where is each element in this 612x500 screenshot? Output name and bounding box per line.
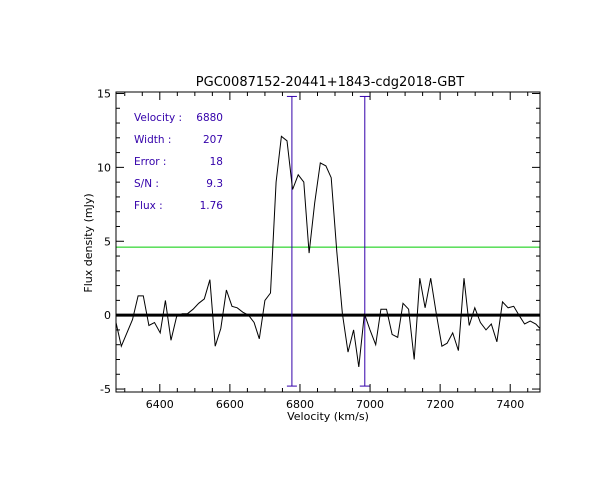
axes: 6400 6600 6800 7000 7200 7400 -5 0 5 10 15: [97, 87, 541, 411]
annotation-value: 18: [210, 156, 223, 168]
series-group: [115, 135, 541, 367]
x-tick-label: 6400: [146, 398, 174, 411]
chart-title: PGC0087152-20441+1843-cdg2018-GBT: [196, 75, 464, 90]
y-axis-label: Flux density (mJy): [82, 193, 95, 292]
annotation-label: Error :: [134, 156, 166, 168]
x-tick-label: 6800: [286, 398, 314, 411]
y-tick-label: 10: [97, 161, 111, 174]
x-tick-label: 7400: [496, 398, 524, 411]
y-tick-label: 15: [97, 87, 111, 100]
annotation-label: Velocity :: [134, 112, 182, 124]
spectrum-line: [115, 135, 541, 367]
annotation-value: 6880: [196, 112, 223, 124]
y-tick-label: 0: [104, 309, 111, 322]
x-axis-label: Velocity (km/s): [287, 410, 369, 423]
annotation-value: 207: [203, 134, 223, 146]
annotation-box: Velocity : 6880 Width : 207 Error : 18 S/N : 9.…: [134, 112, 223, 212]
annotation-label: Width :: [134, 134, 171, 146]
annotation-value: 1.76: [200, 200, 224, 212]
y-tick-label: 5: [104, 235, 111, 248]
annotation-value: 9.3: [206, 178, 223, 190]
reference-lines: [116, 95, 540, 387]
x-tick-label: 6600: [216, 398, 244, 411]
plot-frame: [115, 91, 541, 393]
x-tick-label: 7000: [356, 398, 384, 411]
annotation-label: S/N :: [134, 178, 159, 190]
annotation-label: Flux :: [134, 200, 163, 212]
x-tick-label: 7200: [426, 398, 454, 411]
y-tick-label: -5: [100, 383, 111, 396]
